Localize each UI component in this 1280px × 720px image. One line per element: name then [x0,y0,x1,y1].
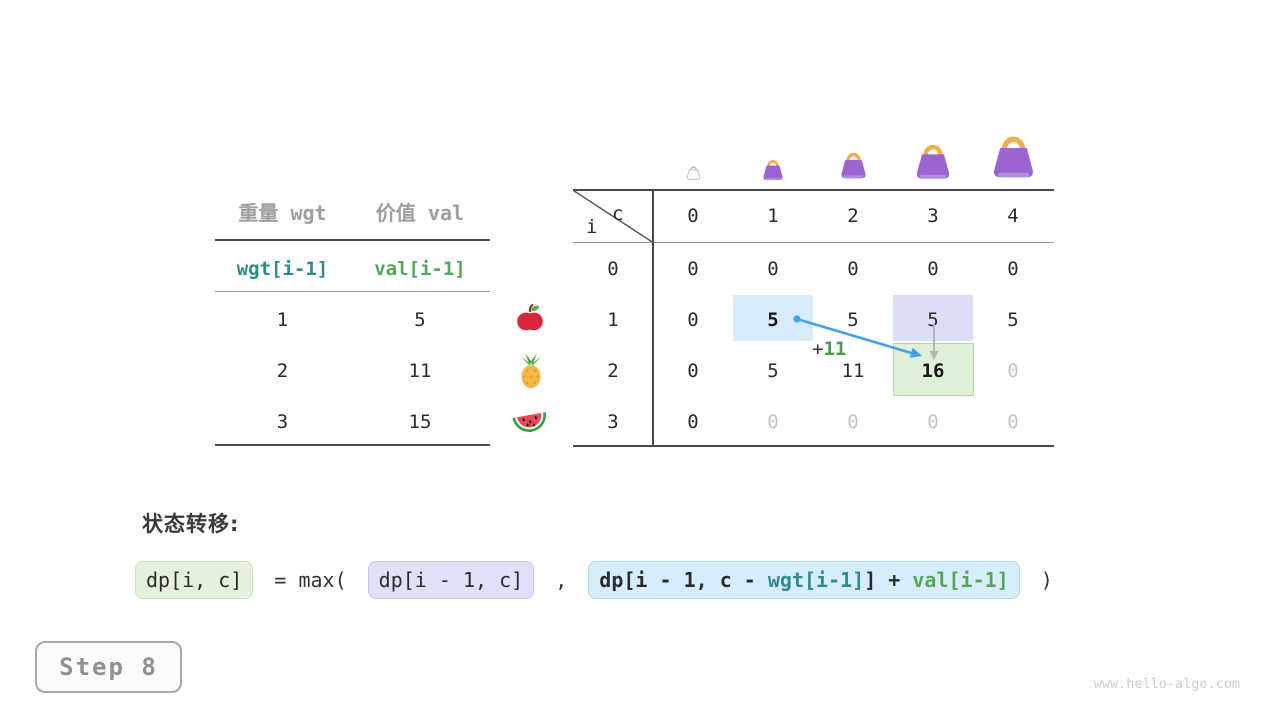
dp-rule-top [573,189,1054,191]
item3-weight: 3 [276,411,289,433]
dp-rule-vertical [652,189,654,447]
handbag-icon-3 [911,140,955,182]
arg2-val-term: val[i-1] [912,568,1009,592]
formula-close-paren: ) [1028,568,1053,592]
formula-comma: , [543,568,580,592]
items-col-weight: 重量 wgt [238,200,327,225]
item2-value: 11 [408,360,432,382]
dp-cell: 5 [1007,308,1019,331]
arg2-wgt-term: wgt[i-1] [767,568,865,592]
apple-icon [516,303,544,333]
dp-cell: 5 [767,359,779,382]
items-table-row: 3 15 [215,408,490,436]
dp-col-header: 4 [1007,205,1019,227]
dp-cell: 0 [687,257,699,280]
arg2-prefix: dp[i - 1, c - [599,568,768,592]
dp-cell: 0 [1007,410,1019,433]
dp-rule-header [573,242,1054,243]
dp-col-header: 3 [927,205,939,227]
dp-cell: 0 [767,257,779,280]
dp-cell: 0 [1007,257,1019,280]
dp-cell: 0 [847,410,859,433]
dp-col-header: 2 [847,205,859,227]
items-table-row: 1 5 [215,306,490,334]
site-watermark: www.hello-algo.com [1093,676,1240,692]
item1-value: 5 [414,309,426,331]
dp-cell: 11 [841,359,865,382]
state-transition-label: 状态转移: [142,512,240,536]
plus-sign: + [812,338,824,360]
formula-lhs-box: dp[i, c] [135,561,254,599]
val-var-label: val[i-1] [374,258,466,280]
dp-cell-grid: 0 0 0 0 0 0 5 5 5 5 0 5 11 16 0 0 0 0 0 … [653,243,1053,447]
dp-rule-bottom [573,445,1054,447]
step-badge: Step 8 [35,641,182,693]
dp-cell-source: 5 [767,308,779,331]
empty-bag-icon [685,164,702,181]
dp-cell: 0 [687,308,699,331]
dp-row-header: 2 [607,359,619,382]
item1-weight: 1 [276,309,289,331]
handbag-icon-2 [837,149,870,181]
dp-cell: 0 [767,410,779,433]
dp-cell: 0 [927,257,939,280]
added-value: 11 [823,338,847,360]
dp-row-headers: 0 1 2 3 [573,243,653,447]
dp-col-header: 0 [687,205,699,227]
handbag-icon-4 [987,130,1040,182]
item3-value: 15 [408,411,432,433]
dp-cell: 0 [927,410,939,433]
dp-cell: 0 [687,410,699,433]
dp-cell: 0 [847,257,859,280]
formula-arg2-box: dp[i - 1, c - wgt[i-1]] + val[i-1] [588,561,1020,599]
formula-arg1-box: dp[i - 1, c] [367,561,535,599]
state-transition-formula: dp[i, c] = max( dp[i - 1, c] , dp[i - 1,… [135,561,1053,599]
dp-cell-inherit: 5 [927,308,939,331]
formula-eq-max: = max( [262,568,359,592]
item2-weight: 2 [276,360,289,382]
dp-row-header: 3 [607,410,619,433]
arg2-join: ] + [864,568,913,592]
items-table-rule-top [215,239,490,241]
items-table-rule-bottom [215,444,490,446]
items-col-value: 价值 val [375,200,465,225]
dp-corner-col-var: c [612,203,624,225]
dp-col-headers: 0 1 2 3 4 [653,190,1053,242]
handbag-icon-1 [760,157,786,182]
dp-cell: 0 [687,359,699,382]
items-table-row: 2 11 [215,357,490,385]
items-table-rule-mid [215,291,490,292]
dp-row-header: 0 [607,257,619,280]
dp-cell: 0 [1007,359,1019,382]
dp-col-header: 1 [767,205,779,227]
wgt-var-label: wgt[i-1] [236,258,329,280]
plus-value-annotation: +11 [812,338,846,360]
dp-corner-row-var: i [586,216,598,238]
items-table-var-row: wgt[i-1] val[i-1] [215,255,490,283]
watermelon-icon [510,405,550,435]
items-table-header: 重量 wgt 价值 val [215,197,490,225]
dp-cell-target: 16 [921,359,945,382]
dp-row-header: 1 [607,308,619,331]
dp-corner-diagonal [573,190,654,243]
pineapple-icon [516,352,546,390]
